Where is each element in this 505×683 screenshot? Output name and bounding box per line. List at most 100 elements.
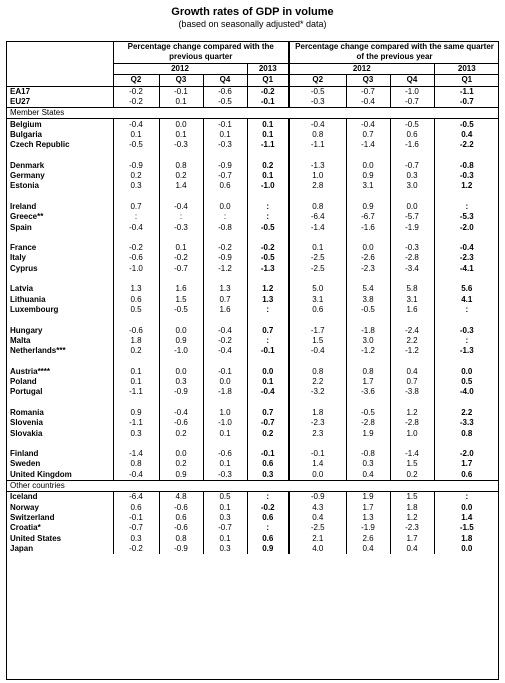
- yoy-value: 2.2: [389, 335, 434, 347]
- yoy-value: 0.0: [345, 243, 390, 254]
- qoq-value: -0.9: [202, 253, 247, 264]
- table-row: Malta 1.8 0.9 -0.2:1.5 3.0 2.2:: [6, 335, 500, 347]
- qoq-value: -0.9: [158, 387, 203, 398]
- qoq-value: 1.3: [202, 284, 247, 295]
- qoq-value: 0.3: [246, 469, 289, 481]
- yoy-value: 1.9: [345, 428, 390, 439]
- qoq-value: 0.9: [158, 469, 203, 481]
- qoq-value: :: [112, 212, 159, 223]
- qoq-value: 0.6: [246, 459, 289, 470]
- qoq-value: 0.9: [246, 543, 289, 554]
- qoq-value: 0.8: [158, 160, 203, 171]
- qoq-value: -0.1: [158, 86, 203, 97]
- yoy-value: 0.7: [389, 376, 434, 388]
- yoy-value: 1.3: [345, 512, 390, 524]
- yoy-value: -0.5: [345, 407, 390, 419]
- yoy-value: -0.3: [389, 243, 434, 254]
- yoy-value: 2.6: [345, 533, 390, 544]
- yoy-value: -2.8: [389, 253, 434, 264]
- qoq-value: 0.6: [246, 533, 289, 544]
- country-name: Switzerland: [10, 512, 55, 522]
- yoy-value: 0.4: [389, 543, 434, 554]
- yoy-value: -0.1: [288, 448, 346, 460]
- table-row: Luxembourg 0.5 -0.5 1.6:0.6 -0.5 1.6:: [6, 304, 500, 316]
- yoy-value: 0.4: [345, 469, 390, 481]
- header-q1-right: Q1: [433, 74, 500, 87]
- qoq-value: 0.3: [112, 181, 159, 192]
- qoq-value: 0.1: [158, 96, 203, 108]
- yoy-value: -0.4: [288, 346, 346, 357]
- qoq-value: -1.0: [202, 418, 247, 429]
- country-name: Luxembourg: [10, 304, 59, 314]
- yoy-value: -3.4: [389, 263, 434, 274]
- yoy-value: 0.8: [433, 428, 500, 439]
- country-name: Greece**: [10, 212, 44, 222]
- qoq-value: 0.2: [158, 170, 203, 182]
- yoy-value: -0.5: [345, 304, 390, 316]
- qoq-value: -0.7: [202, 523, 247, 534]
- table-row: France -0.2 0.1 -0.2 -0.2 0.1 0.0 -0.3 -0.4: [6, 243, 500, 254]
- yoy-value: -0.8: [345, 448, 390, 460]
- qoq-value: 0.2: [158, 459, 203, 470]
- group-spacer: [6, 191, 500, 202]
- yoy-value: -1.7: [288, 325, 346, 336]
- yoy-value: 1.8: [288, 407, 346, 419]
- table-row: Croatia* -0.7 -0.6 -0.7: -2.5 -1.9 -2.3 -1.5: [6, 523, 500, 534]
- yoy-value: 3.0: [389, 181, 434, 192]
- table-row: Germany 0.2 0.2 -0.7 0.1 1.0 0.9 0.3 -0.3: [6, 170, 500, 182]
- yoy-value: -0.7: [433, 96, 500, 108]
- member-states-section: Member States: [6, 107, 500, 120]
- country-name: Ireland: [10, 202, 37, 211]
- group-spacer: [6, 150, 500, 161]
- yoy-value: 0.0: [389, 201, 434, 213]
- header-year-2013-left: 2013: [246, 62, 289, 75]
- qoq-value: 1.6: [158, 284, 203, 295]
- table-row: Latvia 1.3 1.6 1.3 1.2 5.0 5.4 5.8 5.6: [6, 284, 500, 295]
- table-row: Cyprus -1.0 -0.7 -1.2 -1.3 -2.5 -2.3 -3.4 -4.1: [6, 263, 500, 274]
- yoy-value: 0.9: [345, 201, 390, 213]
- country-name: Lithuania: [10, 294, 46, 304]
- country-name: France: [10, 243, 37, 253]
- qoq-value: 0.6: [202, 181, 247, 192]
- header-q3-right: Q3: [345, 74, 390, 87]
- qoq-value: -0.2: [246, 86, 289, 97]
- qoq-value: -0.4: [202, 346, 247, 357]
- qoq-value: 0.1: [202, 129, 247, 141]
- qoq-value: -0.4: [158, 201, 203, 213]
- qoq-value: -0.6: [112, 325, 159, 336]
- yoy-value: -0.9: [288, 491, 346, 503]
- qoq-value: 0.1: [158, 129, 203, 141]
- yoy-value: 1.7: [345, 502, 390, 513]
- country-name: Malta: [10, 335, 31, 345]
- qoq-value: -0.7: [202, 170, 247, 182]
- yoy-value: -1.5: [433, 523, 500, 534]
- yoy-value: -3.2: [288, 387, 346, 398]
- country-name: Slovenia: [10, 418, 43, 428]
- yoy-value: -4.1: [433, 263, 500, 274]
- yoy-value: -6.7: [345, 212, 390, 223]
- yoy-value: -0.4: [345, 96, 390, 108]
- qoq-value: 0.2: [112, 170, 159, 182]
- yoy-value: 0.2: [389, 469, 434, 481]
- header-row-quarters: Q2 Q3 Q4 Q1 Q2 Q3 Q4 Q1: [6, 74, 500, 87]
- yoy-value: 0.4: [433, 129, 500, 141]
- qoq-value: -0.8: [202, 222, 247, 233]
- yoy-value: -2.3: [433, 253, 500, 264]
- yoy-value: -2.3: [345, 263, 390, 274]
- qoq-value: -1.1: [246, 140, 289, 151]
- yoy-value: 2.3: [288, 428, 346, 439]
- member-states-section-label: Member States: [6, 107, 500, 120]
- yoy-value: -2.2: [433, 140, 500, 151]
- qoq-value: 0.0: [158, 118, 203, 130]
- yoy-value: -1.2: [389, 346, 434, 357]
- qoq-value: :: [158, 212, 203, 223]
- qoq-value: 0.1: [202, 533, 247, 544]
- qoq-value: 1.3: [112, 284, 159, 295]
- yoy-value: 1.5: [288, 335, 346, 347]
- yoy-value: 1.8: [389, 502, 434, 513]
- yoy-value: -0.5: [433, 118, 500, 130]
- header-q2-right: Q2: [288, 74, 346, 87]
- yoy-value: 1.2: [389, 512, 434, 524]
- qoq-value: 0.2: [158, 428, 203, 439]
- yoy-value: -3.3: [433, 418, 500, 429]
